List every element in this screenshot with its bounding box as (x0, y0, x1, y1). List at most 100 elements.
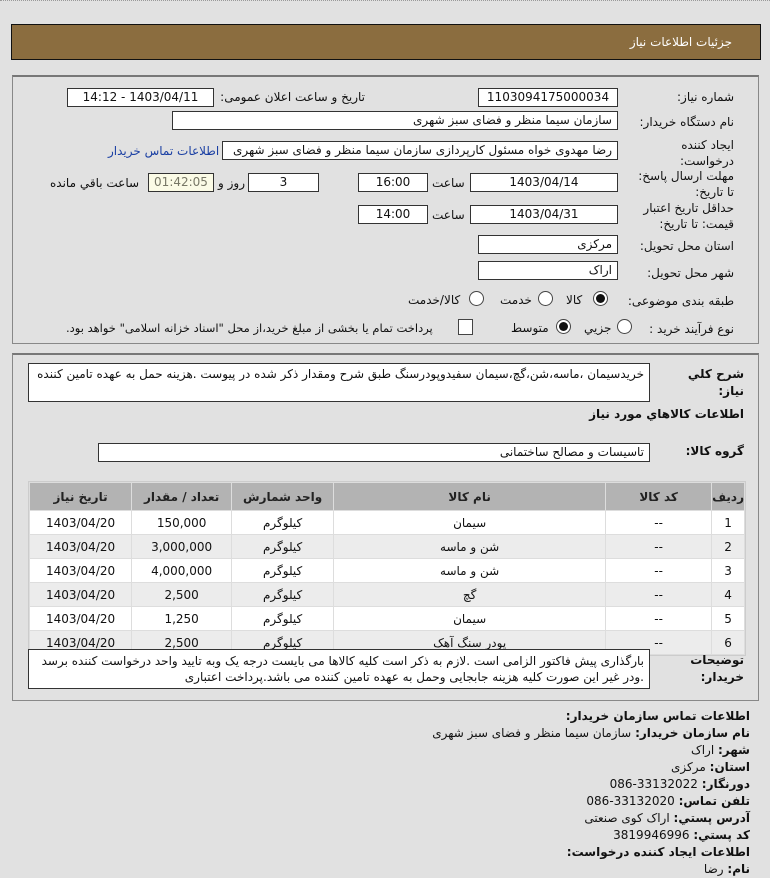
row-number: 1 (711, 510, 745, 535)
col-date: تاریخ نیاز (28, 482, 133, 511)
deadline-time-label: ساعت (432, 176, 465, 190)
group-label: گروه کالا: (685, 444, 744, 458)
validity-time-field: 14:00 (358, 205, 428, 224)
category-both-label: کالا/خدمت (408, 293, 461, 307)
treasury-checkbox[interactable] (458, 319, 473, 335)
province-field: مرکزی (478, 235, 618, 254)
contact-key: نام سازمان خریدار: (635, 726, 750, 740)
item-code: -- (605, 534, 713, 559)
item-qty: 2,500 (131, 582, 233, 607)
process-radio-small[interactable] (617, 319, 632, 334)
item-code: -- (605, 558, 713, 583)
category-radio-both[interactable] (469, 291, 484, 306)
contact-line: استان: مرکزی (432, 759, 750, 776)
contact-line: نام سازمان خریدار: سازمان سیما منظر و فض… (432, 725, 750, 742)
city-field: اراک (478, 261, 618, 280)
description-label: شرح کلي (687, 367, 744, 381)
item-unit: کیلوگرم (231, 606, 335, 631)
item-name: سیمان (333, 510, 607, 535)
col-code: کد کالا (605, 482, 713, 511)
col-name: نام کالا (333, 482, 607, 511)
item-unit: کیلوگرم (231, 534, 335, 559)
buyer-field: سازمان سیما منظر و فضای سبز شهری (172, 111, 618, 130)
validity-date-field: 1403/04/31 (470, 205, 618, 224)
buyer-contact-link[interactable]: اطلاعات تماس خریدار (108, 144, 220, 158)
treasury-note: پرداخت تمام یا بخشی از مبلغ خرید،از محل … (66, 321, 433, 335)
creator-info-title: اطلاعات ایجاد کننده درخواست: (566, 845, 750, 859)
contact-value: اراک کوی صنعتی (584, 811, 670, 825)
page-title: جزئیات اطلاعات نیاز (629, 35, 732, 49)
notes-label: توضیحات (690, 653, 744, 667)
item-code: -- (605, 582, 713, 607)
row-number: 3 (711, 558, 745, 583)
process-radio-medium[interactable] (556, 319, 571, 334)
table-row: 2 -- شن و ماسه کیلوگرم 3,000,000 1403/04/20 (28, 534, 745, 559)
category-radio-goods[interactable] (593, 291, 608, 306)
contact-value: 33132022-086 (609, 777, 698, 791)
col-qty: تعداد / مقدار (131, 482, 233, 511)
page-header: جزئیات اطلاعات نیاز (11, 24, 761, 60)
buyer-label: نام دستگاه خریدار: (639, 115, 735, 129)
need-number-field: 1103094175000034 (478, 88, 618, 107)
table-row: 1 -- سیمان کیلوگرم 150,000 1403/04/20 (28, 510, 745, 535)
item-qty: 4,000,000 (131, 558, 233, 583)
row-number: 5 (711, 606, 745, 631)
item-code: -- (605, 510, 713, 535)
col-row: ردیف (711, 482, 745, 511)
goods-table: ردیف کد کالا نام کالا واحد شمارش تعداد /… (28, 482, 745, 655)
deadline-label: مهلت ارسال پاسخ: (638, 169, 734, 183)
province-label: استان محل تحویل: (639, 239, 734, 253)
contact-key: شهر: (718, 743, 750, 757)
remaining-label: ساعت باقي مانده (50, 176, 140, 190)
category-radio-service[interactable] (538, 291, 553, 306)
goods-section-title: اطلاعات کالاهاي مورد نیاز (589, 407, 744, 421)
validity-label-2: قیمت: تا تاریخ: (659, 217, 734, 231)
contact-title: اطلاعات تماس سازمان خریدار: (565, 709, 750, 723)
category-goods-label: کالا (566, 293, 583, 307)
table-row: 5 -- سیمان کیلوگرم 1,250 1403/04/20 (28, 606, 745, 631)
process-label: نوع فرآیند خرید : (649, 322, 734, 336)
item-name: شن و ماسه (333, 558, 607, 583)
days-field: 3 (248, 173, 319, 192)
item-name: سیمان (333, 606, 607, 631)
category-label: طبقه بندی موضوعی: (627, 294, 734, 308)
item-date: 1403/04/20 (28, 510, 133, 535)
group-field: تاسیسات و مصالح ساختمانی (98, 443, 650, 462)
notes-label-2: خریدار: (700, 670, 744, 684)
contact-value: مرکزی (671, 760, 706, 774)
contact-key: کد پستي: (693, 828, 750, 842)
contact-value: 3819946996 (613, 828, 690, 842)
creator-label-2: درخواست: (680, 154, 734, 168)
deadline-label-2: تا تاریخ: (695, 185, 734, 199)
creator-name-label: نام: (727, 862, 750, 876)
item-qty: 3,000,000 (131, 534, 233, 559)
process-small-label: جزیي (584, 321, 612, 335)
contact-line: آدرس پستي: اراک کوی صنعتی (432, 810, 750, 827)
item-qty: 150,000 (131, 510, 233, 535)
contact-value: سازمان سیما منظر و فضای سبز شهری (432, 726, 632, 740)
deadline-time-field: 16:00 (358, 173, 428, 192)
validity-time-label: ساعت (432, 208, 465, 222)
contact-key: آدرس پستي: (673, 811, 750, 825)
contact-line: دورنگار: 33132022-086 (432, 776, 750, 793)
item-code: -- (605, 606, 713, 631)
item-qty: 1,250 (131, 606, 233, 631)
item-date: 1403/04/20 (28, 534, 133, 559)
validity-label: حداقل تاریخ اعتبار (643, 201, 734, 215)
contact-line: تلفن تماس: 33132020-086 (432, 793, 750, 810)
col-unit: واحد شمارش (231, 482, 335, 511)
item-date: 1403/04/20 (28, 558, 133, 583)
table-row: 3 -- شن و ماسه کیلوگرم 4,000,000 1403/04/20 (28, 558, 745, 583)
description-label-2: نیاز: (718, 384, 744, 398)
contact-value: اراک (690, 743, 715, 757)
item-unit: کیلوگرم (231, 558, 335, 583)
goods-table-wrap: ردیف کد کالا نام کالا واحد شمارش تعداد /… (28, 481, 746, 656)
announce-label: تاریخ و ساعت اعلان عمومی: (220, 90, 365, 104)
contact-line: شهر: اراک (432, 742, 750, 759)
table-row: 4 -- گچ کیلوگرم 2,500 1403/04/20 (28, 582, 745, 607)
item-date: 1403/04/20 (28, 606, 133, 631)
deadline-date-field: 1403/04/14 (470, 173, 618, 192)
description-field: خریدسیمان ،ماسه،شن،گچ،سیمان سفیدوپودرسنگ… (28, 363, 650, 402)
process-medium-label: متوسط (511, 321, 549, 335)
contact-info: اطلاعات تماس سازمان خریدار: نام سازمان خ… (432, 708, 750, 878)
